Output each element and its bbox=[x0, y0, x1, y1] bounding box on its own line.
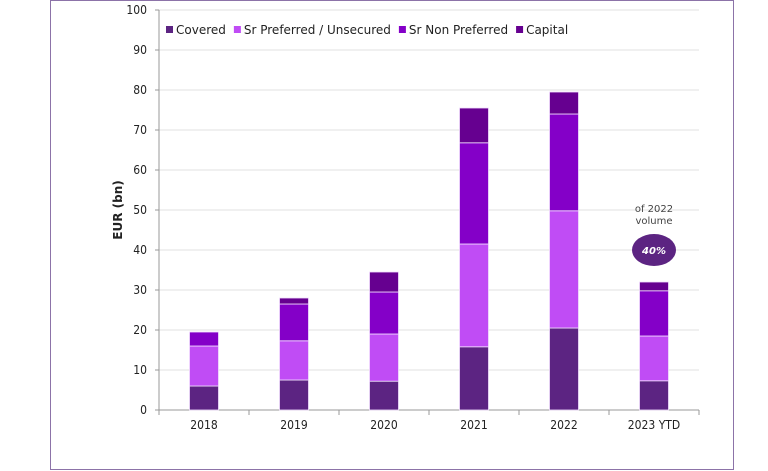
legend-label: Sr Non Preferred bbox=[409, 23, 508, 37]
legend-label: Covered bbox=[176, 23, 226, 37]
bar-segment-sr-non-preferred bbox=[369, 291, 399, 335]
legend-label: Sr Preferred / Unsecured bbox=[244, 23, 391, 37]
legend-swatch bbox=[166, 26, 173, 33]
annotation-text: volume bbox=[635, 216, 672, 227]
bar-segment-sr-non-preferred bbox=[549, 113, 579, 212]
bar-segment-sr-preferred-unsecured bbox=[639, 335, 669, 382]
bar-segment-covered bbox=[189, 385, 219, 411]
annotation-badge bbox=[632, 234, 676, 266]
legend-swatch bbox=[516, 26, 524, 33]
y-tick-label: 70 bbox=[133, 123, 147, 137]
y-tick-label: 20 bbox=[133, 323, 147, 337]
y-tick-label: 0 bbox=[140, 403, 147, 417]
bar-segment-capital bbox=[549, 91, 579, 115]
bar-segment-sr-non-preferred bbox=[459, 142, 489, 245]
bar-segment-covered bbox=[279, 379, 309, 411]
bar-segment-sr-preferred-unsecured bbox=[279, 340, 309, 381]
y-axis-label: EUR (bn) bbox=[111, 180, 125, 239]
bar-segment-capital bbox=[279, 297, 309, 305]
y-tick-label: 90 bbox=[133, 43, 147, 57]
bar-segment-covered bbox=[639, 380, 669, 411]
chart-frame bbox=[50, 0, 734, 470]
annotation-badge-text: 40% bbox=[641, 246, 666, 257]
bar-segment-sr-non-preferred bbox=[279, 303, 309, 342]
bar-segment-sr-non-preferred bbox=[639, 290, 669, 337]
x-tick-label: 2019 bbox=[280, 418, 308, 432]
bar-segment-sr-non-preferred bbox=[189, 331, 219, 347]
y-tick-label: 100 bbox=[126, 3, 147, 17]
x-tick-label: 2023 YTD bbox=[628, 418, 680, 432]
y-tick-label: 10 bbox=[133, 363, 147, 377]
x-tick-label: 2022 bbox=[550, 418, 577, 432]
bar-segment-sr-preferred-unsecured bbox=[189, 345, 219, 387]
x-tick-label: 2018 bbox=[190, 418, 218, 432]
y-tick-label: 30 bbox=[133, 283, 147, 297]
bar-segment-capital bbox=[459, 107, 489, 144]
x-tick-label: 2021 bbox=[460, 418, 487, 432]
y-tick-label: 50 bbox=[133, 203, 147, 217]
y-tick-label: 40 bbox=[133, 243, 147, 257]
bar-segment-covered bbox=[369, 380, 399, 411]
bar-segment-capital bbox=[639, 281, 669, 292]
y-tick-label: 60 bbox=[133, 163, 147, 177]
bar-segment-sr-preferred-unsecured bbox=[549, 210, 579, 329]
legend-swatch bbox=[233, 26, 241, 33]
bar-segment-sr-preferred-unsecured bbox=[459, 243, 489, 348]
x-tick-label: 2020 bbox=[370, 418, 398, 432]
y-tick-label: 80 bbox=[133, 83, 147, 97]
legend-swatch bbox=[398, 26, 406, 33]
bar-segment-capital bbox=[369, 271, 399, 293]
legend-label: Capital bbox=[526, 23, 568, 37]
bar-segment-covered bbox=[549, 327, 579, 411]
annotation-text: of 2022 bbox=[635, 204, 673, 215]
bar-segment-sr-preferred-unsecured bbox=[369, 333, 399, 382]
bar-segment-covered bbox=[459, 346, 489, 411]
